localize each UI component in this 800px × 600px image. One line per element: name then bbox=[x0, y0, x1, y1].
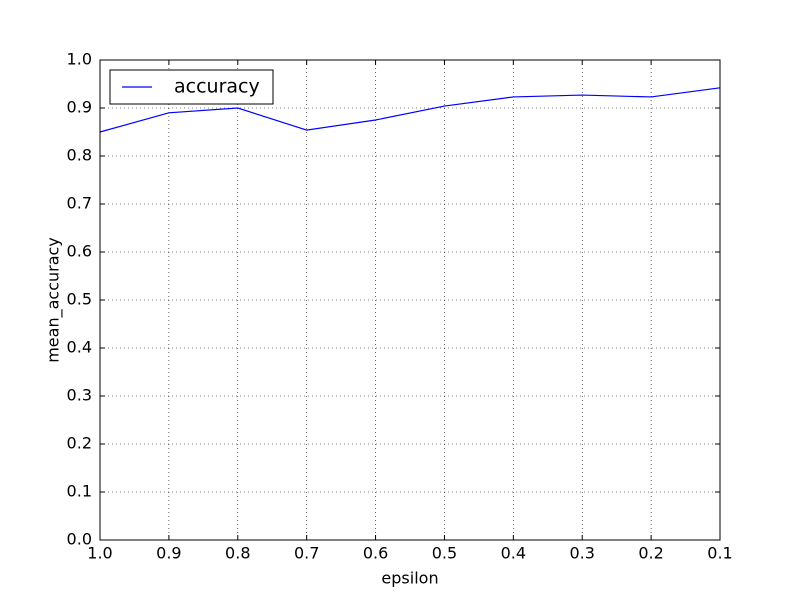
x-tick-label: 1.0 bbox=[87, 544, 112, 563]
plot-frame bbox=[99, 59, 721, 541]
legend-label: accuracy bbox=[174, 76, 260, 98]
y-tick-label: 0.7 bbox=[67, 194, 92, 213]
x-axis-label: epsilon bbox=[381, 569, 438, 588]
x-tick-label: 0.8 bbox=[225, 544, 250, 563]
x-tick-label: 0.9 bbox=[156, 544, 181, 563]
y-tick-label: 0.8 bbox=[67, 146, 92, 165]
x-tick-label: 0.2 bbox=[638, 544, 663, 563]
y-tick-label: 0.0 bbox=[67, 530, 92, 549]
y-tick-label: 0.5 bbox=[67, 290, 92, 309]
x-tick-label: 0.3 bbox=[569, 544, 594, 563]
y-tick-label: 0.6 bbox=[67, 242, 92, 261]
x-tick-label: 0.6 bbox=[363, 544, 388, 563]
y-axis-label: mean_accuracy bbox=[44, 237, 64, 363]
y-tick-label: 0.9 bbox=[67, 98, 92, 117]
data-line bbox=[99, 87, 721, 133]
y-tick-label: 0.4 bbox=[67, 338, 92, 357]
x-tick-label: 0.5 bbox=[432, 544, 457, 563]
x-tick-label: 0.1 bbox=[707, 544, 732, 563]
y-tick-label: 0.1 bbox=[67, 482, 92, 501]
x-tick-label: 0.4 bbox=[501, 544, 526, 563]
y-tick-label: 0.3 bbox=[67, 386, 92, 405]
x-tick-label: 0.7 bbox=[294, 544, 319, 563]
y-tick-label: 0.2 bbox=[67, 434, 92, 453]
y-tick-label: 1.0 bbox=[67, 50, 92, 69]
